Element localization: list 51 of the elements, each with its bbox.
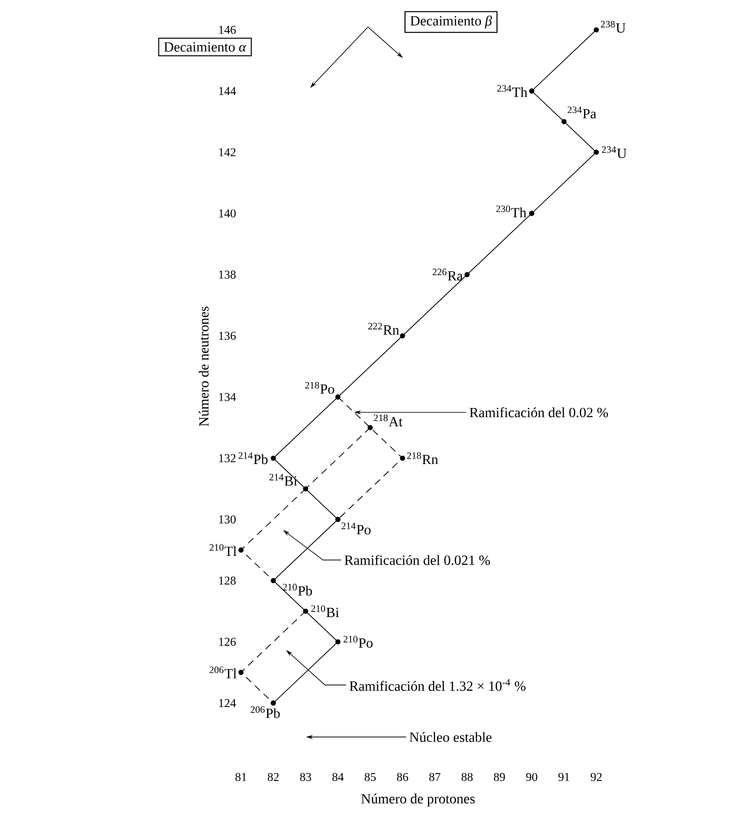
annotation: $^{226}$Ra [432, 268, 463, 281]
x-tick-label: 82 [268, 772, 279, 782]
x-tick-label: 84 [332, 772, 344, 782]
x-tick-label: 91 [558, 772, 570, 782]
annotation: Ramificación del 1.32 × 10$^{-4}$ % [350, 679, 526, 691]
y-tick-label: 128 [219, 576, 236, 585]
annotation: $^{210}$Po [344, 636, 373, 648]
annotation: $^{214}$Po [342, 522, 371, 534]
annotation: Decaimiento α [164, 42, 246, 52]
x-tick-label: 86 [396, 772, 408, 782]
annotation: $^{238}$U [600, 20, 626, 33]
annotation: $^{234}$Pa [568, 106, 596, 118]
annotation: $^{218}$Po [305, 382, 334, 394]
y-tick-label: 144 [219, 87, 236, 95]
x-tick-label: 90 [526, 772, 538, 782]
annotation: $^{222}$Rn [368, 322, 400, 335]
x-tick-label: 83 [300, 772, 312, 782]
text: Decaimiento β [410, 16, 492, 28]
x-tick-label: 89 [494, 772, 505, 782]
y-tick-label: 124 [219, 699, 236, 707]
y-tick-label: 130 [219, 515, 236, 524]
x-tick-label: 87 [429, 772, 440, 782]
annotation: $^{230}$Th [496, 206, 526, 218]
annotation: Ramificación del 0.021 % [344, 554, 490, 566]
y-tick-label: 146 [219, 26, 236, 34]
annotation: Ramificación del 0.02 % [470, 407, 608, 418]
annotation: $^{214}$Pb [238, 452, 268, 464]
annotation: $^{210}$Pb [282, 584, 312, 596]
y-axis-title: Número de neutrones [198, 306, 209, 426]
y-tick-label: 132 [219, 454, 236, 462]
annotation: $^{218}$At [374, 414, 403, 426]
x-tick-label: 85 [364, 772, 376, 782]
y-tick-label: 138 [219, 270, 236, 279]
y-tick-label: 140 [219, 209, 236, 218]
annotation: $^{218}$Rn [407, 452, 438, 464]
annotation: $^{210}$Bi [311, 605, 339, 618]
y-tick-label: 126 [219, 638, 236, 646]
x-tick-label: 81 [235, 772, 246, 782]
annotation: $^{234}$Th [497, 85, 528, 97]
text: Núcleo estable [410, 732, 492, 742]
x-axis-title: Número de protones [361, 794, 475, 806]
y-tick-label: 136 [219, 332, 236, 340]
annotation: $^{206}$Tl [210, 666, 237, 678]
annotation: $^{206}$Pb [250, 706, 280, 718]
y-tick-label: 134 [219, 392, 236, 402]
annotation: $^{210}$Tl [210, 544, 237, 556]
annotation: $^{234}$U [602, 146, 627, 158]
y-tick-label: 142 [219, 148, 236, 156]
x-tick-label: 92 [590, 772, 602, 782]
annotation: $^{214}$Bi [269, 474, 298, 486]
x-tick-label: 88 [462, 772, 473, 782]
